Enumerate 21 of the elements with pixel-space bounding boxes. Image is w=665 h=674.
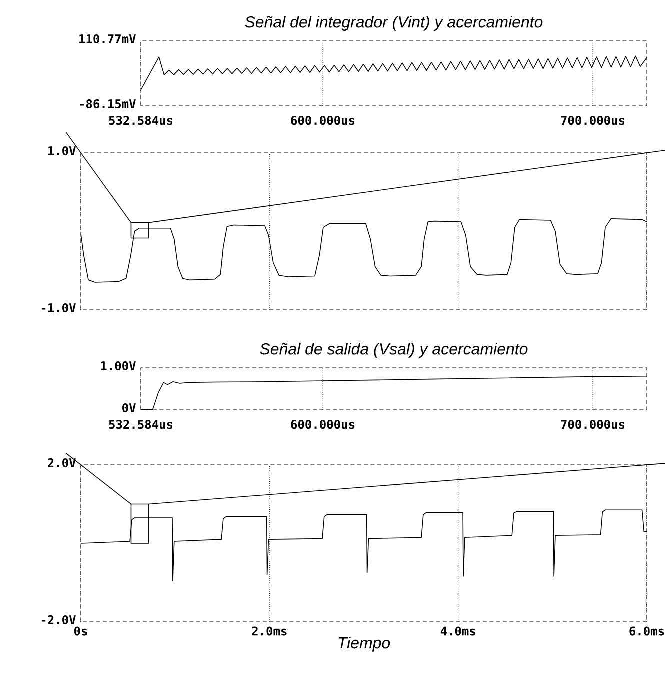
x-tick-label: 600.000us [291, 420, 355, 430]
x-tick-label: 600.000us [291, 116, 355, 126]
x-tick-label: 6.0ms [630, 626, 664, 636]
y-tick-label: 1.0V [48, 146, 76, 156]
x-tick-label: 532.584us [109, 116, 173, 126]
x-tick-label: 700.000us [561, 420, 625, 430]
x-tick-label: 0s [74, 626, 88, 636]
y-tick-label: -1.0V [42, 303, 76, 313]
y-tick-label: 0V [122, 403, 136, 413]
chart-title: Señal del integrador (Vint) y acercamiento [245, 16, 543, 31]
x-tick-label: 700.000us [561, 116, 625, 126]
y-tick-label: 2.0V [48, 458, 76, 468]
x-tick-label: 2.0ms [252, 626, 287, 636]
y-tick-label: -86.15mV [80, 99, 136, 109]
x-axis-title: Tiempo [338, 636, 390, 652]
x-tick-label: 532.584us [109, 420, 173, 430]
y-tick-label: -2.0V [42, 615, 76, 625]
y-tick-label: 110.77mV [80, 34, 136, 44]
x-tick-label: 4.0ms [440, 626, 476, 636]
y-tick-label: 1.00V [101, 361, 136, 371]
chart-title: Señal de salida (Vsal) y acercamiento [260, 343, 528, 358]
